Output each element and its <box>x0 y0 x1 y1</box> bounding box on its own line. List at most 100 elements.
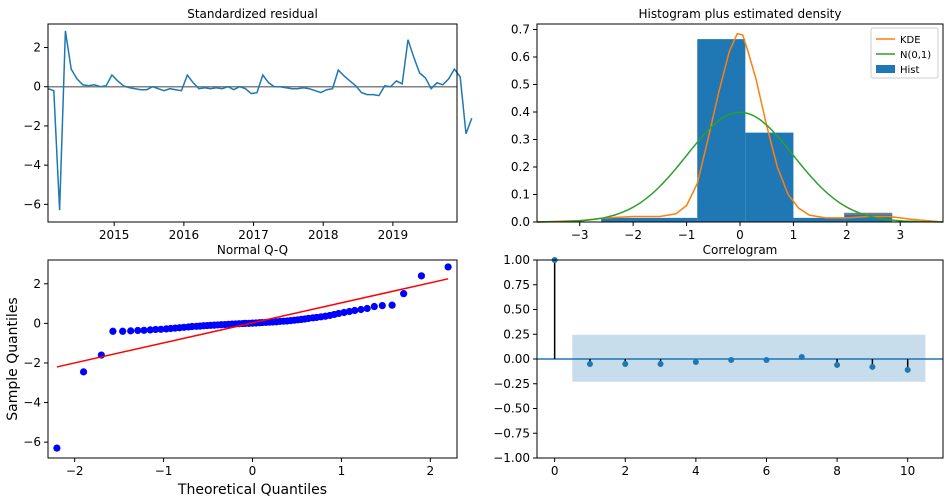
hist-ytick-label: 0.2 <box>511 160 530 174</box>
qq-xlabel: Theoretical Quantiles <box>177 482 327 498</box>
corr-point <box>586 360 593 367</box>
corr-ytick-label: −0.75 <box>493 426 530 440</box>
corr-ytick-label: −0.25 <box>493 377 530 391</box>
hist-bar <box>844 213 893 222</box>
hist-xtick-label: 0 <box>736 228 744 242</box>
qq-ylabel: Sample Quantiles <box>5 297 21 420</box>
qq-point <box>388 301 396 309</box>
qq-point <box>134 326 142 335</box>
hist-ytick-label: 0.1 <box>511 188 530 202</box>
corr-point <box>763 356 770 363</box>
hist-xtick-label: 2 <box>843 228 851 242</box>
resid-title: Standardized residual <box>187 7 318 21</box>
qq-point <box>335 309 343 318</box>
qq-ytick-label: −2 <box>23 356 41 370</box>
qq-title: Normal Q-Q <box>217 243 288 257</box>
corr-ytick-label: 1.00 <box>503 253 530 267</box>
corr-point <box>728 356 735 363</box>
qq-point <box>140 326 148 334</box>
qq-point <box>157 325 165 333</box>
qq-point <box>79 368 88 376</box>
qq-xtick-label: −1 <box>155 464 173 478</box>
hist-bar <box>793 217 845 222</box>
corr-ytick-label: 0.25 <box>503 327 530 341</box>
resid-ytick-label: −4 <box>23 158 41 172</box>
qq-point <box>53 444 61 452</box>
hist-ytick-label: 0.3 <box>511 133 530 147</box>
hist-ytick-label: 0.0 <box>511 215 530 229</box>
corr-ytick-label: −1.00 <box>493 451 530 465</box>
corr-point <box>692 358 699 365</box>
qq-point <box>351 306 359 315</box>
hist-xtick-label: −2 <box>624 228 642 242</box>
qq-point <box>119 327 127 335</box>
corr-point <box>834 361 841 368</box>
qq-point <box>400 290 408 298</box>
hist-xtick-label: 1 <box>790 228 798 242</box>
qq-point <box>378 301 386 310</box>
corr-ytick-label: 0.00 <box>503 352 530 366</box>
hist-title: Histogram plus estimated density <box>639 7 842 21</box>
hist-ytick-label: 0.5 <box>511 78 530 92</box>
resid-ytick-label: 2 <box>33 41 41 55</box>
corr-ytick-label: 0.50 <box>503 303 530 317</box>
qq-point <box>109 327 117 335</box>
legend-hist-swatch <box>876 65 895 73</box>
hist-bar-edge <box>844 212 893 215</box>
qq-point <box>127 327 135 335</box>
corr-point <box>798 354 805 361</box>
legend-kde-label: KDE <box>900 35 921 46</box>
qq-ytick-label: 2 <box>33 277 41 291</box>
qq-point <box>370 302 378 311</box>
corr-xtick-label: 4 <box>692 464 700 478</box>
qq-point <box>345 307 354 316</box>
corr-point <box>904 366 911 373</box>
hist-ytick-label: 0.7 <box>511 23 530 37</box>
hist-bar <box>745 132 794 222</box>
legend-hist-label: Hist <box>900 65 920 76</box>
resid-xtick-label: 2019 <box>378 228 409 242</box>
corr-xtick-label: 8 <box>833 464 841 478</box>
qq-reference-line <box>56 278 449 368</box>
corr-ytick-label: −0.50 <box>493 402 530 416</box>
corr-ytick-label: 0.75 <box>503 278 530 292</box>
qq-xtick-label: −2 <box>66 464 84 478</box>
corr-xtick-label: 0 <box>551 464 559 478</box>
resid-ytick-label: −2 <box>23 119 41 133</box>
resid-xtick-label: 2018 <box>308 228 339 242</box>
qq-xtick-label: 1 <box>338 464 346 478</box>
qq-point <box>444 263 452 271</box>
corr-xtick-label: 10 <box>900 464 915 478</box>
qq-point <box>363 304 371 313</box>
resid-ytick-label: 0 <box>33 80 41 94</box>
legend-normal-label: N(0,1) <box>900 50 931 61</box>
resid-xtick-label: 2016 <box>169 228 200 242</box>
qq-point <box>151 325 160 334</box>
resid-frame <box>47 23 458 223</box>
resid-series-line <box>47 30 473 211</box>
corr-title: Correlogram <box>703 243 778 257</box>
hist-xtick-label: −3 <box>571 228 589 242</box>
hist-ytick-label: 0.6 <box>511 50 530 64</box>
resid-xtick-label: 2017 <box>238 228 269 242</box>
qq-xtick-label: 2 <box>427 464 435 478</box>
hist-kde-line <box>536 32 944 223</box>
corr-xtick-label: 2 <box>621 464 629 478</box>
hist-xtick-label: −1 <box>678 228 696 242</box>
corr-xtick-label: 6 <box>763 464 771 478</box>
resid-ytick-label: −6 <box>23 197 41 211</box>
corr-point <box>622 360 629 367</box>
qq-point <box>417 272 426 280</box>
hist-bar <box>601 217 698 222</box>
hist-xtick-label: 3 <box>896 228 904 242</box>
qq-xtick-label: 0 <box>249 464 257 478</box>
corr-point <box>657 360 664 367</box>
qq-ytick-label: 0 <box>33 316 41 330</box>
qq-point <box>357 305 365 314</box>
hist-bar <box>697 39 746 222</box>
corr-point <box>869 363 876 370</box>
resid-xtick-label: 2015 <box>99 228 130 242</box>
hist-ytick-label: 0.4 <box>511 105 530 119</box>
qq-ytick-label: −4 <box>23 396 41 410</box>
